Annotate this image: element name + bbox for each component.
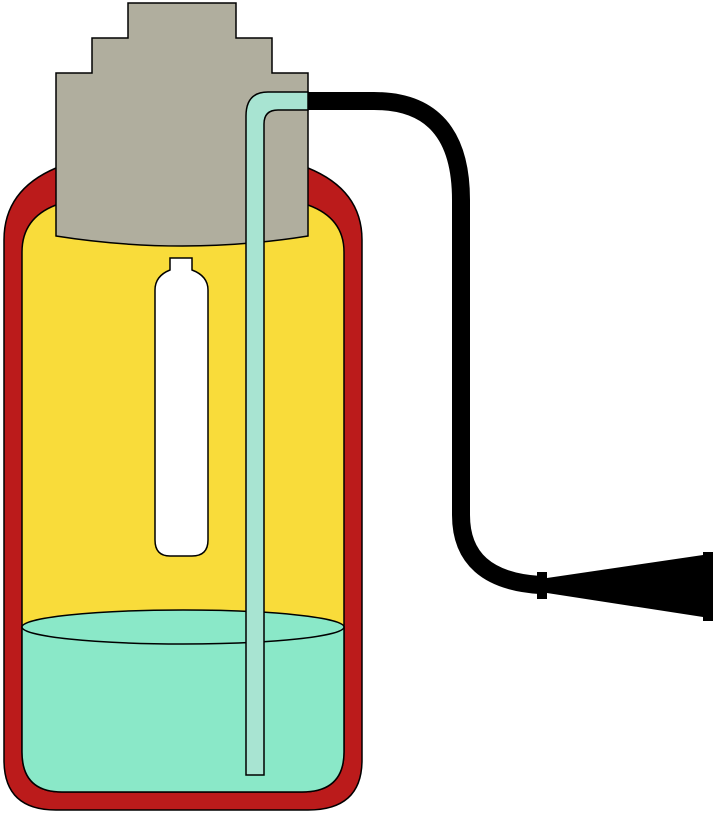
liquid-surface bbox=[21, 609, 345, 645]
hose-coupling bbox=[537, 572, 547, 599]
stepped-cap bbox=[55, 2, 309, 247]
nozzle-rim bbox=[703, 552, 713, 621]
nozzle bbox=[547, 555, 703, 617]
inner-vial bbox=[154, 257, 209, 557]
siphon-tube bbox=[245, 91, 309, 776]
liquid bbox=[21, 626, 345, 793]
hose bbox=[308, 92, 541, 594]
